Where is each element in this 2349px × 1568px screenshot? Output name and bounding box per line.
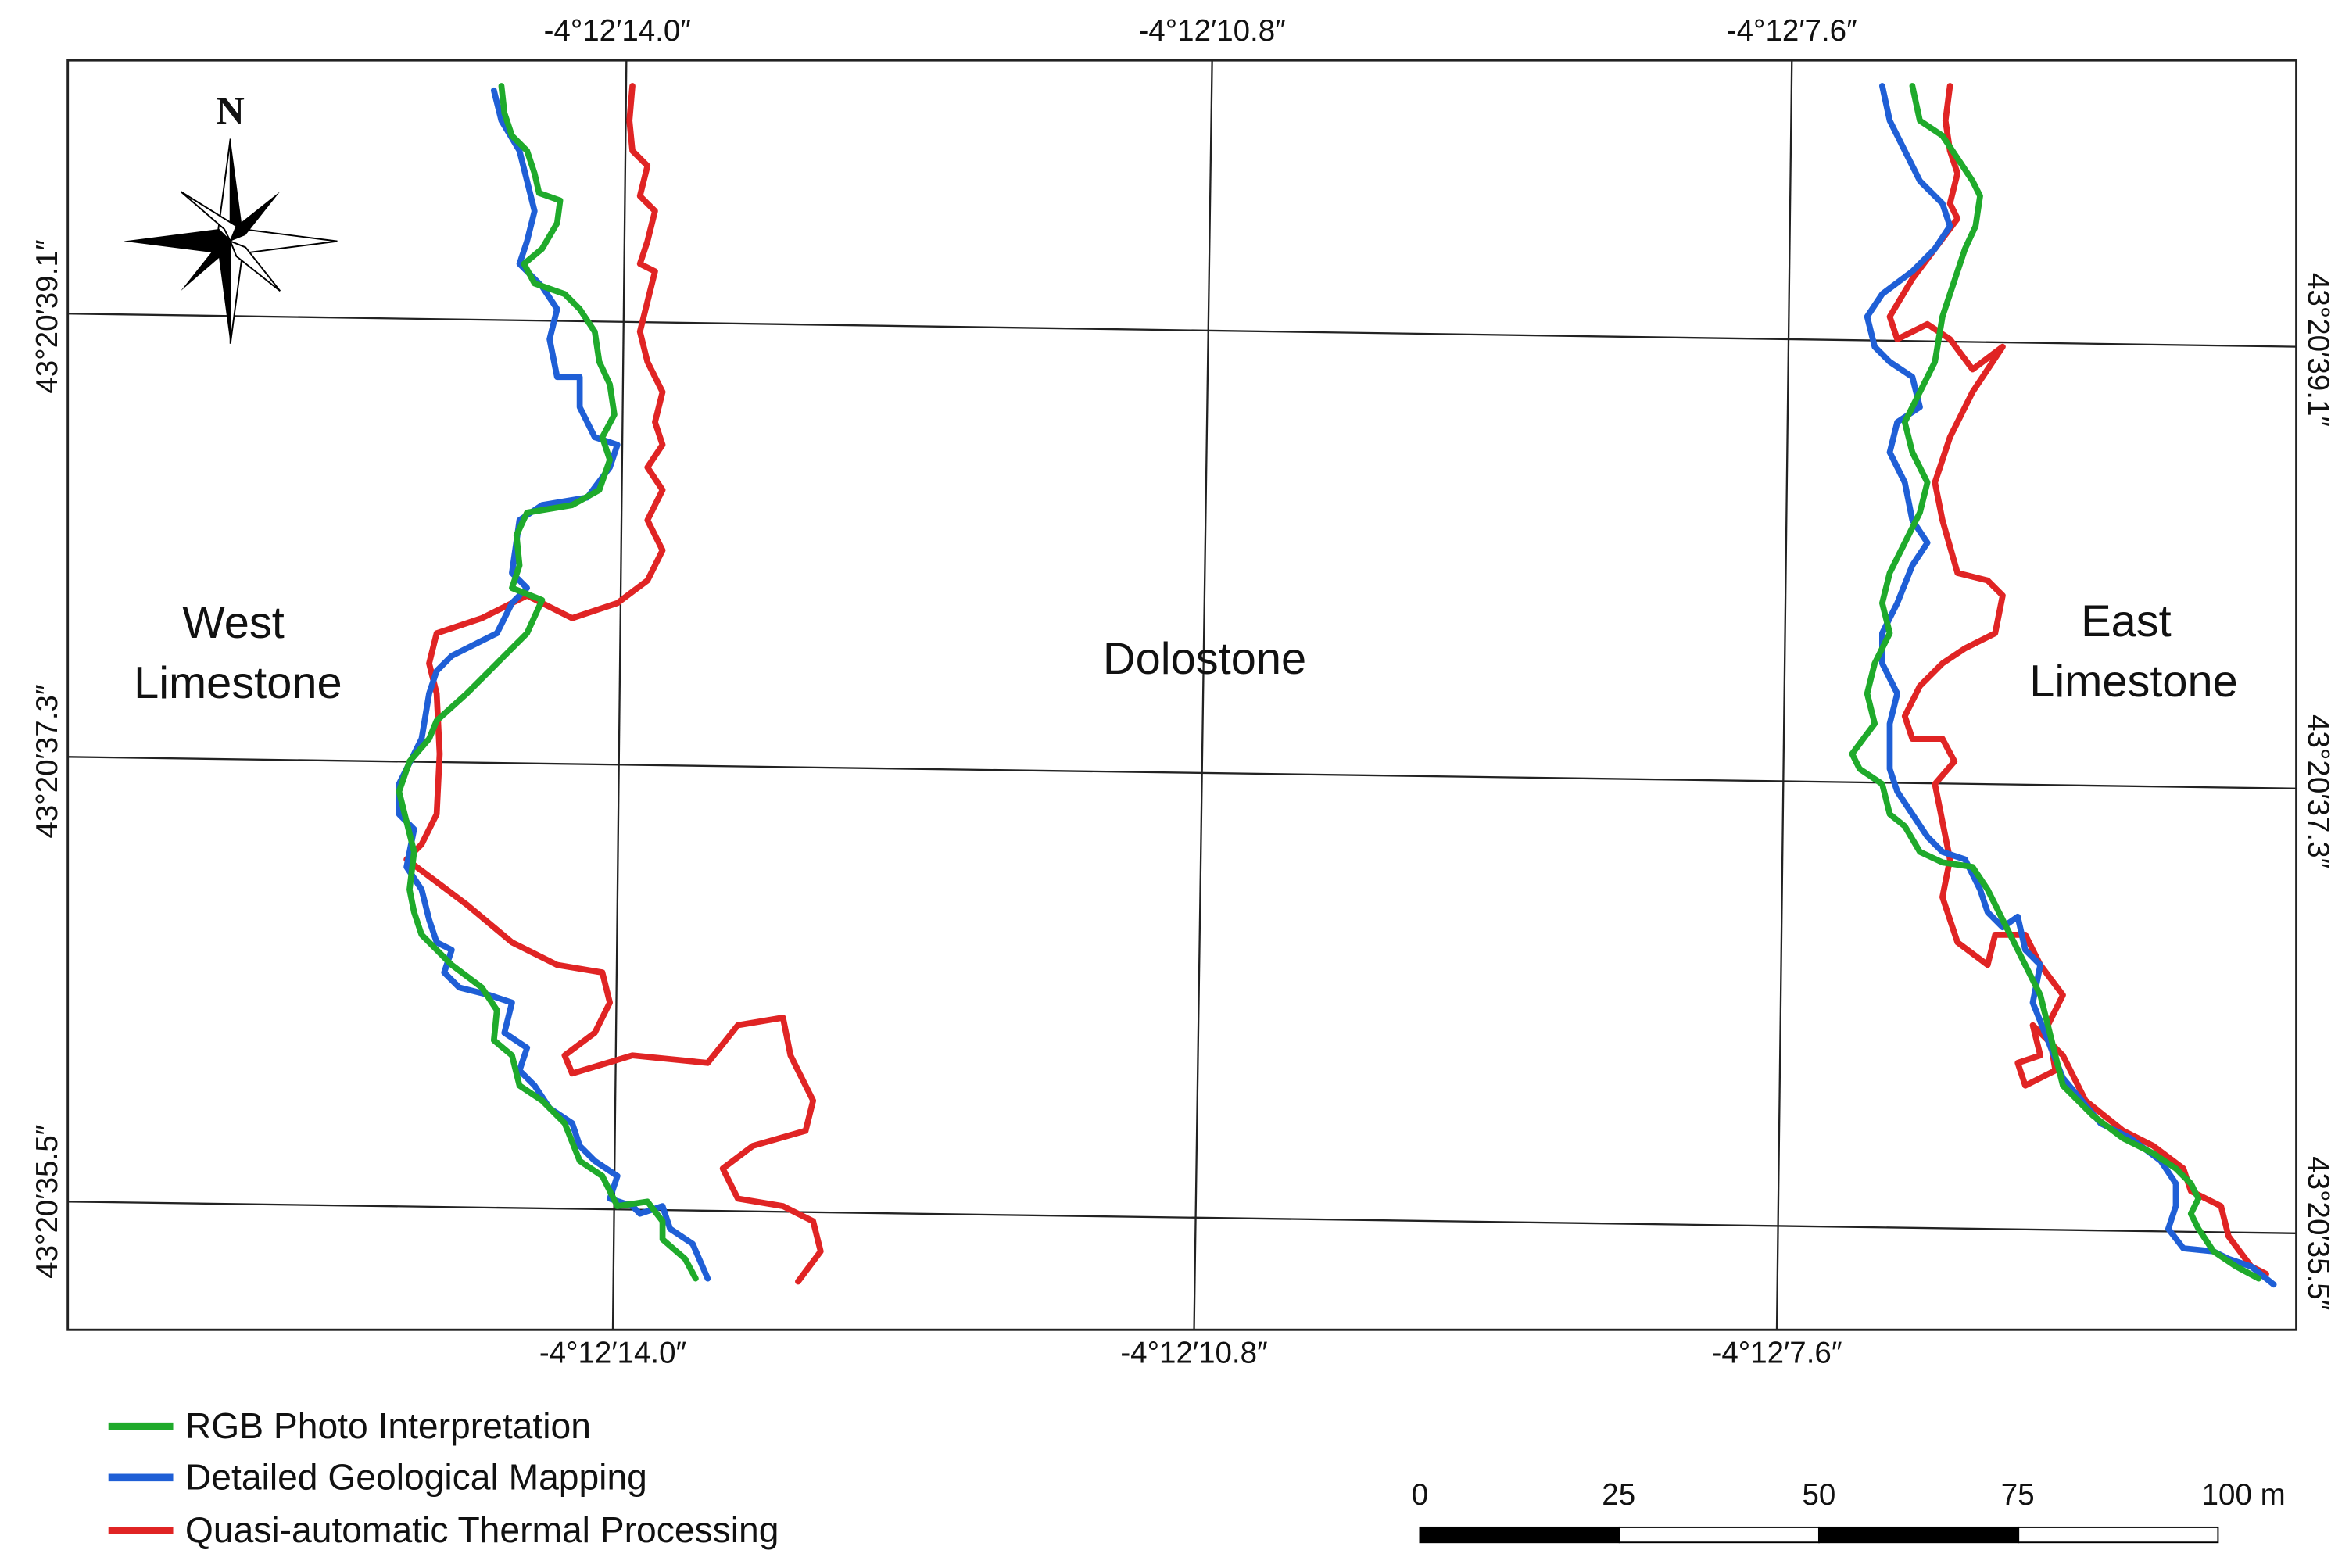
parallel: [67, 1201, 2297, 1234]
boundary-line: [396, 83, 699, 1282]
meridian: [1775, 60, 1793, 1330]
longitude-label: -4°12′10.8″: [1138, 14, 1285, 48]
legend-label: Detailed Geological Mapping: [185, 1457, 647, 1498]
region-label: West: [182, 598, 285, 648]
legend-label: RGB Photo Interpretation: [185, 1405, 591, 1446]
longitude-label: -4°12′7.6″: [1712, 1337, 1842, 1370]
boundary-line: [1849, 83, 2262, 1282]
longitude-label: -4°12′7.6″: [1727, 14, 1857, 48]
region-label: Limestone: [2029, 657, 2238, 707]
longitude-label: -4°12′10.8″: [1120, 1337, 1267, 1370]
latitude-label: 43°20′37.3″: [30, 684, 64, 838]
latitude-label: 43°20′35.5″: [2301, 1156, 2335, 1310]
scale-label: 75: [2001, 1478, 2035, 1512]
scale-label: 50: [1803, 1478, 1836, 1512]
longitude-label: -4°12′14.0″: [544, 14, 691, 48]
latitude-label: 43°20′39.1″: [2301, 273, 2335, 427]
meridian: [611, 60, 628, 1330]
region-label: East: [2081, 596, 2172, 646]
region-label: Limestone: [134, 658, 342, 708]
scale-label: 100 m: [2202, 1478, 2286, 1512]
north-label: N: [217, 88, 245, 132]
north-arrow: N: [123, 88, 338, 344]
longitude-label: -4°12′14.0″: [539, 1337, 686, 1370]
latitude-label: 43°20′39.1″: [30, 239, 64, 393]
meridian: [1193, 60, 1213, 1330]
boundary-line: [1886, 83, 2269, 1277]
region-label: Dolostone: [1103, 634, 1306, 684]
scale-label: 25: [1602, 1478, 1635, 1512]
parallel: [67, 313, 2297, 348]
latitude-label: 43°20′35.5″: [30, 1125, 64, 1279]
latitude-label: 43°20′37.3″: [2301, 714, 2335, 868]
legend-label: Quasi-automatic Thermal Processing: [185, 1509, 779, 1550]
scale-label: 0: [1412, 1478, 1428, 1512]
boundary-line: [403, 83, 824, 1285]
scale-bar: [1419, 1526, 2219, 1544]
